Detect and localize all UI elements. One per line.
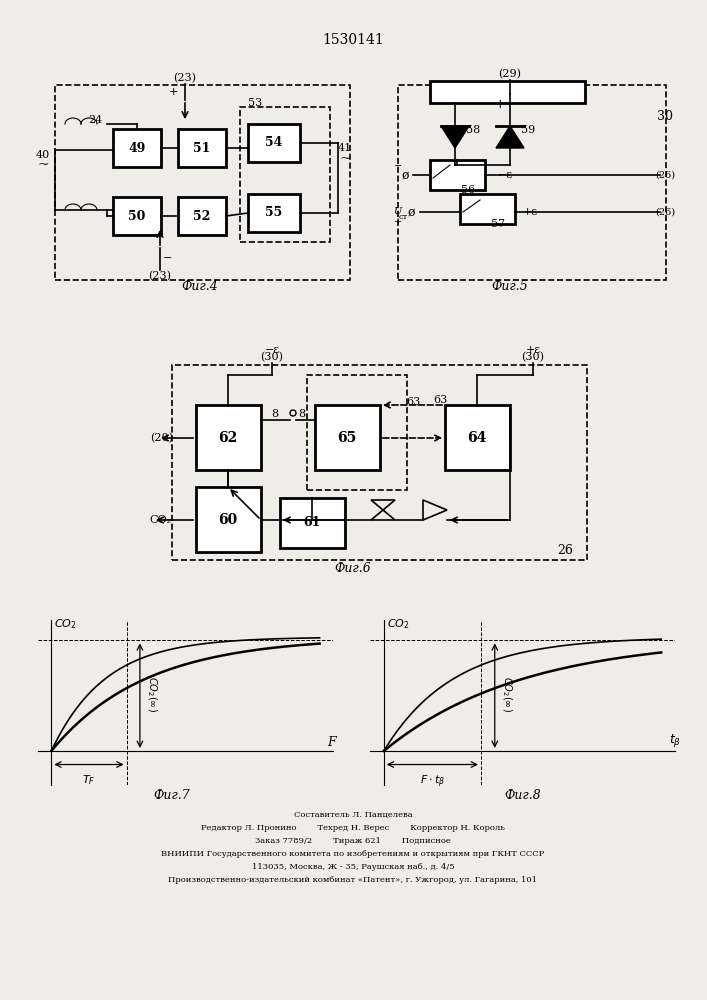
Text: ø: ø bbox=[402, 168, 409, 182]
Bar bbox=[445, 405, 510, 470]
Text: ~: ~ bbox=[339, 152, 351, 166]
Text: $CO_2$: $CO_2$ bbox=[387, 618, 409, 631]
Text: Составитель Л. Панцелева: Составитель Л. Панцелева bbox=[293, 811, 412, 819]
Bar bbox=[430, 160, 485, 190]
Text: (23): (23) bbox=[148, 271, 172, 281]
Text: 51: 51 bbox=[193, 141, 211, 154]
Text: 49: 49 bbox=[128, 141, 146, 154]
Bar bbox=[55, 85, 350, 280]
Text: CO₂: CO₂ bbox=[149, 515, 171, 525]
Text: 63: 63 bbox=[406, 397, 420, 407]
Text: 8: 8 bbox=[271, 409, 279, 419]
Text: $t_\beta$: $t_\beta$ bbox=[670, 732, 682, 749]
Bar bbox=[172, 365, 587, 560]
Bar bbox=[178, 129, 226, 167]
Text: −: − bbox=[394, 162, 402, 172]
Text: ø: ø bbox=[407, 206, 415, 219]
Text: (20): (20) bbox=[151, 433, 173, 443]
Text: U: U bbox=[393, 208, 401, 217]
Text: 58: 58 bbox=[466, 125, 480, 135]
Bar bbox=[280, 498, 345, 548]
Bar bbox=[196, 487, 261, 552]
Text: F: F bbox=[327, 736, 337, 749]
Text: $CO_2(\infty)$: $CO_2(\infty)$ bbox=[501, 676, 514, 712]
Text: (26): (26) bbox=[655, 208, 675, 217]
Text: Фиг.6: Фиг.6 bbox=[334, 562, 371, 574]
Text: (23): (23) bbox=[173, 73, 197, 83]
Text: Заказ 7789/2        Тираж 621        Подписное: Заказ 7789/2 Тираж 621 Подписное bbox=[255, 837, 451, 845]
Text: 65: 65 bbox=[337, 431, 356, 445]
Text: +ε: +ε bbox=[522, 207, 537, 217]
Text: 52: 52 bbox=[193, 210, 211, 223]
Text: Производственно-издательский комбинат «Патент», г. Ужгород, ул. Гагарина, 101: Производственно-издательский комбинат «П… bbox=[168, 876, 537, 884]
Text: +: + bbox=[495, 98, 506, 110]
Bar bbox=[178, 197, 226, 235]
Text: 56: 56 bbox=[461, 185, 475, 195]
Text: (30): (30) bbox=[522, 352, 544, 362]
Bar bbox=[113, 129, 161, 167]
Text: (26): (26) bbox=[655, 170, 675, 180]
Bar bbox=[248, 124, 300, 162]
Text: (29): (29) bbox=[498, 69, 522, 79]
Text: 8: 8 bbox=[298, 409, 305, 419]
Text: $CO_2$: $CO_2$ bbox=[54, 618, 77, 631]
Text: $CO_2(\infty)$: $CO_2(\infty)$ bbox=[145, 676, 159, 712]
Bar bbox=[240, 107, 330, 242]
Text: (30): (30) bbox=[260, 352, 284, 362]
Text: 54: 54 bbox=[265, 136, 283, 149]
Text: 61: 61 bbox=[303, 516, 321, 530]
Bar bbox=[113, 197, 161, 235]
Text: 57: 57 bbox=[491, 219, 505, 229]
Text: ВНИИПИ Государственного комитета по изобретениям и открытиям при ГКНТ СССР: ВНИИПИ Государственного комитета по изоб… bbox=[161, 850, 544, 858]
Bar bbox=[315, 405, 380, 470]
Text: 40: 40 bbox=[36, 150, 50, 160]
Text: +ε: +ε bbox=[525, 345, 541, 355]
Text: ст: ст bbox=[398, 213, 408, 221]
Text: Фиг.8: Фиг.8 bbox=[504, 789, 541, 802]
Text: 59: 59 bbox=[521, 125, 535, 135]
Text: +: + bbox=[394, 218, 402, 227]
Polygon shape bbox=[496, 126, 524, 148]
Text: 50: 50 bbox=[128, 210, 146, 223]
Text: Фиг.4: Фиг.4 bbox=[182, 279, 218, 292]
Text: 41: 41 bbox=[338, 143, 352, 153]
Text: 55: 55 bbox=[265, 207, 283, 220]
Text: 64: 64 bbox=[467, 431, 486, 445]
Text: 60: 60 bbox=[218, 513, 238, 527]
Text: Фиг.7: Фиг.7 bbox=[153, 789, 190, 802]
Text: −ε: −ε bbox=[264, 345, 279, 355]
Text: Редактор Л. Пронино        Техред Н. Верес        Корректор Н. Король: Редактор Л. Пронино Техред Н. Верес Корр… bbox=[201, 824, 505, 832]
Text: 62: 62 bbox=[218, 431, 238, 445]
Text: $F \cdot t_\beta$: $F \cdot t_\beta$ bbox=[420, 774, 445, 790]
Bar bbox=[307, 375, 407, 490]
Text: 113035, Москва, Ж - 35, Раушская наб., д. 4/5: 113035, Москва, Ж - 35, Раушская наб., д… bbox=[252, 863, 455, 871]
Bar bbox=[430, 81, 585, 103]
Text: Фиг.5: Фиг.5 bbox=[491, 279, 528, 292]
Text: −ε: −ε bbox=[498, 170, 513, 180]
Bar bbox=[248, 194, 300, 232]
Text: 53: 53 bbox=[248, 98, 262, 108]
Text: 30: 30 bbox=[657, 110, 673, 123]
Text: 26: 26 bbox=[557, 544, 573, 556]
Text: 1530141: 1530141 bbox=[322, 33, 384, 47]
Text: $T_F$: $T_F$ bbox=[82, 774, 95, 787]
Bar bbox=[196, 405, 261, 470]
Bar bbox=[398, 85, 666, 280]
Text: −: − bbox=[163, 253, 173, 263]
Text: +: + bbox=[168, 87, 177, 97]
Text: ~: ~ bbox=[37, 158, 49, 172]
Text: 24: 24 bbox=[88, 115, 102, 125]
Text: 63: 63 bbox=[433, 395, 447, 405]
Polygon shape bbox=[441, 126, 469, 148]
Bar bbox=[460, 194, 515, 224]
Text: −: − bbox=[435, 98, 445, 110]
